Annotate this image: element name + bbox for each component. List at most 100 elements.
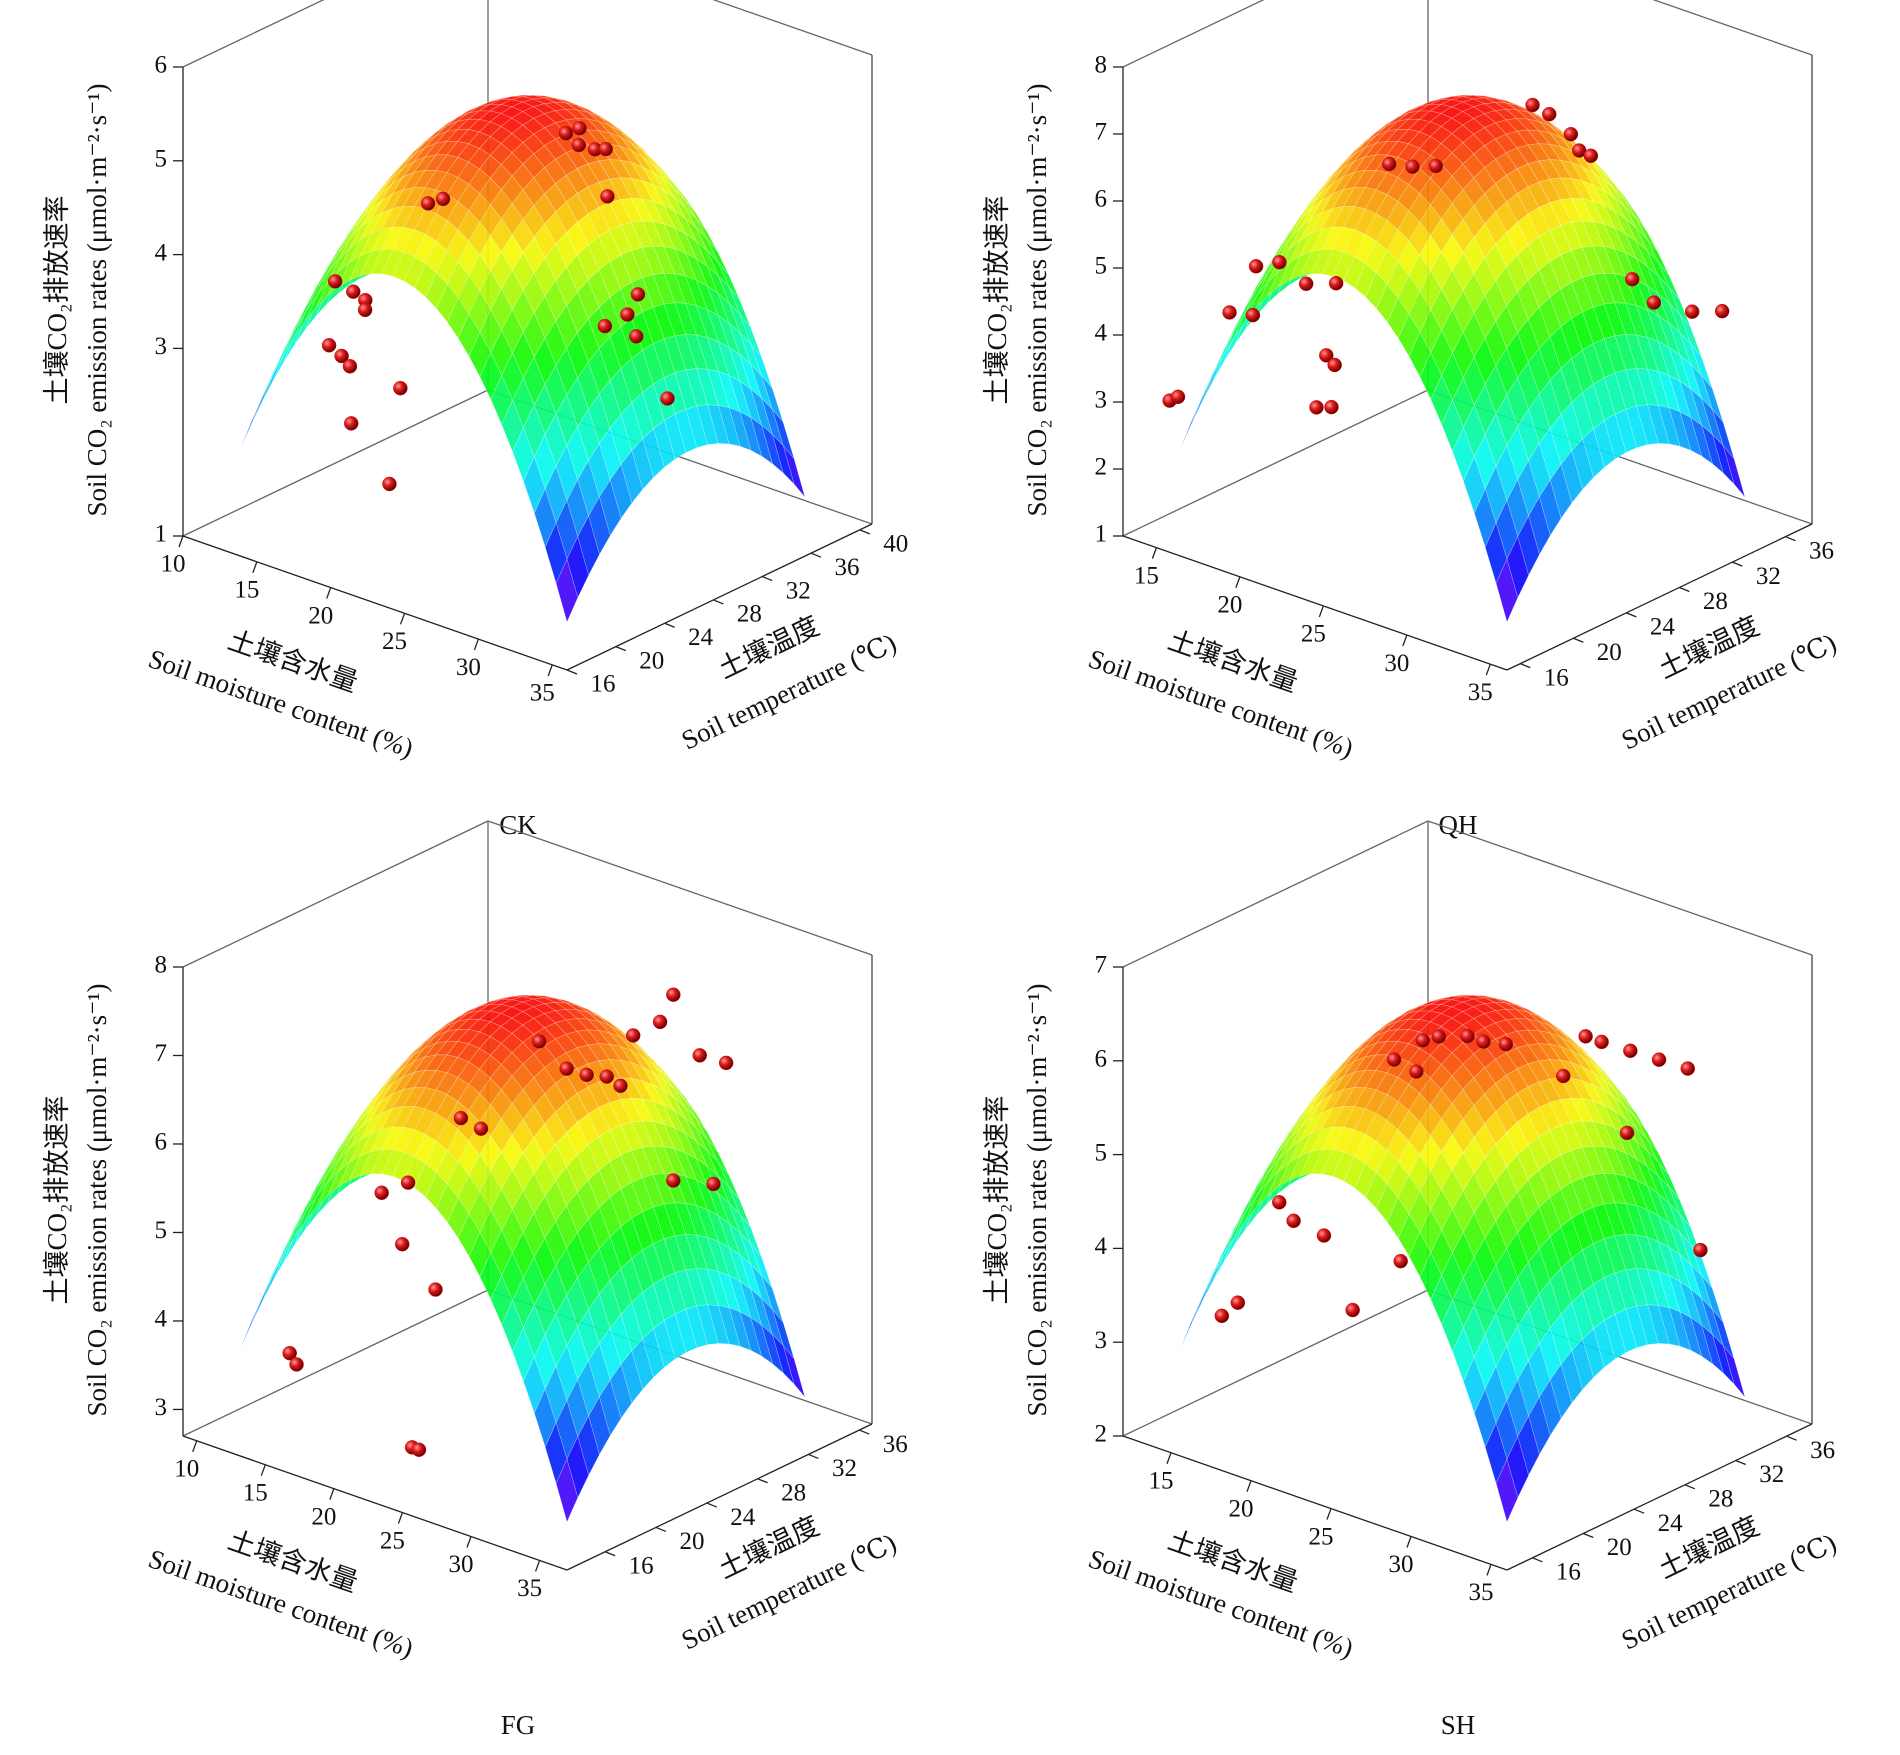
x-axis (1122, 535, 1508, 671)
x-tick-label: 30 (1384, 650, 1409, 677)
x-tick (329, 1488, 335, 1500)
surface-cell (1560, 450, 1584, 504)
surface-cell (609, 1363, 633, 1420)
surface-cell (663, 1313, 687, 1360)
surface-cell (1701, 1324, 1724, 1374)
x-tick (547, 664, 553, 677)
z-tick-label: 6 (1095, 186, 1108, 213)
y-tick-label: 32 (786, 577, 811, 604)
z-tick-label: 7 (155, 1040, 168, 1067)
y-tick (1732, 561, 1743, 567)
data-point (1286, 1213, 1301, 1229)
y-tick (859, 1429, 870, 1435)
surface-cell (588, 1396, 611, 1456)
data-point (1428, 158, 1444, 174)
surface-cell (1712, 434, 1735, 485)
surface-cell (685, 405, 708, 449)
x-tick-label: 25 (382, 628, 407, 655)
surface-cell (1593, 420, 1616, 468)
surface-cell (696, 404, 719, 446)
data-point (357, 302, 373, 318)
x-tick (397, 1512, 404, 1524)
box-edge (1122, 820, 1429, 968)
box-edge (712, 0, 873, 56)
data-point (473, 1121, 489, 1136)
data-point (453, 1110, 469, 1126)
data-point (1498, 1036, 1514, 1052)
data-point (718, 1055, 734, 1071)
box-edge (182, 389, 489, 537)
surface (240, 994, 806, 1523)
data-point (1316, 1228, 1332, 1243)
panel-title: QH (1439, 810, 1478, 840)
surface-cell (609, 463, 633, 520)
surface-cell (750, 416, 773, 465)
data-point (1230, 1295, 1246, 1310)
data-point (1542, 106, 1557, 122)
z-tick-label: 1 (1095, 521, 1108, 548)
data-point (660, 391, 675, 406)
x-tick-label: 25 (1309, 1523, 1334, 1550)
surface-cell (1582, 1328, 1605, 1379)
y-tick-label: 36 (883, 1431, 908, 1458)
z-axis-title: 土壤CO₂排放速率 (982, 1096, 1012, 1305)
surface-cell (1647, 1304, 1670, 1345)
x-tick (466, 1536, 472, 1548)
data-point (435, 191, 451, 207)
z-tick-label: 5 (1095, 253, 1108, 280)
y-tick-label: 28 (781, 1479, 806, 1506)
data-point (598, 141, 614, 157)
z-tick-label: 5 (155, 146, 168, 173)
surface-cell (620, 450, 644, 504)
data-point (327, 274, 343, 289)
z-axis-title: 土壤CO₂排放速率 (982, 196, 1012, 405)
surface-cell (577, 1415, 600, 1477)
data-point (1170, 389, 1186, 405)
y-tick-label: 32 (1759, 1461, 1784, 1488)
y-tick (604, 1551, 616, 1557)
x-tick (1486, 1564, 1492, 1576)
y-tick-label: 28 (1708, 1486, 1733, 1513)
data-point (1651, 1052, 1667, 1067)
y-tick (757, 1478, 768, 1484)
surface-cell (1722, 1345, 1746, 1398)
x-tick (1246, 1480, 1252, 1492)
surface-cell (1517, 515, 1540, 577)
data-point (1222, 305, 1237, 320)
x-tick (399, 613, 406, 625)
surface-cell (620, 1350, 644, 1404)
data-point (630, 287, 646, 302)
y-tick-label: 28 (1703, 588, 1728, 615)
data-point (559, 1061, 574, 1076)
x-tick-label: 30 (1389, 1551, 1414, 1578)
box-edge (182, 1289, 489, 1437)
x-tick (534, 1560, 541, 1572)
data-point (1386, 1052, 1402, 1067)
data-point (1684, 304, 1700, 319)
y-tick (1679, 586, 1690, 593)
y-tick-label: 16 (591, 671, 616, 698)
surface-cell (1571, 1338, 1594, 1390)
surface-cell (674, 408, 698, 453)
surface-cell (555, 558, 579, 623)
box-edge (1122, 0, 1265, 68)
data-point (629, 329, 644, 344)
surface-cell (1603, 413, 1627, 460)
box-edge (1427, 820, 1813, 956)
x-tick-label: 35 (530, 680, 555, 707)
x-tick (1326, 1508, 1332, 1520)
x-tick (260, 1464, 266, 1476)
data-point (394, 1236, 410, 1252)
surface-cell (555, 1458, 579, 1523)
y-tick-label: 28 (737, 601, 762, 628)
y-tick (1583, 1532, 1594, 1539)
y-axis (1506, 1423, 1813, 1571)
z-tick-label: 3 (155, 333, 168, 360)
data-point (1594, 1034, 1609, 1050)
data-point (1460, 1028, 1475, 1044)
y-tick-label: 24 (1658, 1510, 1684, 1537)
surface-cell (1495, 558, 1519, 623)
z-tick-label: 5 (155, 1217, 168, 1244)
data-point (400, 1175, 416, 1190)
